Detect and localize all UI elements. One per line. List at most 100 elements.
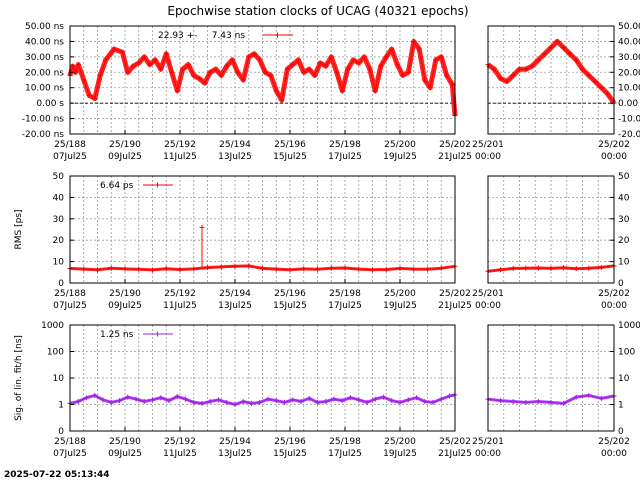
clock-data-point	[180, 66, 186, 72]
y-tick-label: 10	[53, 374, 65, 384]
clock-data-point	[185, 62, 191, 68]
clock-data-point	[136, 60, 142, 66]
x-tick-label: 25/202	[598, 437, 630, 447]
x-tick-sublabel: 21Jul25	[438, 301, 472, 311]
clock-data-point	[207, 69, 213, 75]
clock-data-point	[196, 75, 202, 81]
clock-data-point	[542, 51, 548, 57]
rms-data-point	[573, 266, 579, 272]
clock-data-point	[367, 66, 373, 72]
sig-data-point	[498, 398, 504, 404]
rms-data-point	[438, 265, 444, 271]
y-tick-label: 30.00 ns	[618, 53, 640, 63]
clock-data-point	[152, 57, 158, 63]
sig-data-point	[273, 398, 279, 404]
x-tick-label: 25/188	[54, 437, 86, 447]
y-tick-label: 50	[618, 172, 630, 182]
clock-data-point	[202, 80, 208, 86]
clock-data-point	[498, 75, 504, 81]
rms-data-point	[301, 266, 307, 272]
x-tick-sublabel: 13Jul25	[218, 449, 252, 459]
clock-data-point	[163, 51, 169, 57]
x-tick-label: 25/190	[109, 140, 141, 150]
sig-data-point	[100, 397, 106, 403]
sig-data-point	[133, 396, 139, 402]
y-tick-label: 20	[618, 236, 630, 246]
rms-data-point	[586, 265, 592, 271]
sig-data-point	[298, 398, 304, 404]
y-tick-label: 10.00 ns	[25, 84, 64, 94]
x-tick-label: 25/196	[274, 140, 306, 150]
x-tick-label: 25/202	[598, 289, 630, 299]
clock-data-point	[86, 92, 92, 98]
rms-data-point	[383, 267, 389, 273]
sig-data-point	[257, 399, 263, 405]
y-tick-label: 1	[618, 401, 624, 411]
x-tick-label: 25/194	[219, 140, 251, 150]
x-tick-sublabel: 07Jul25	[53, 449, 87, 459]
y-tick-label: 10	[618, 258, 630, 268]
clock-data-point	[81, 77, 87, 83]
x-tick-sublabel: 00:00	[601, 152, 627, 162]
sig-data-point	[389, 398, 395, 404]
clock-data-point	[235, 69, 241, 75]
clock-data-point	[246, 54, 252, 60]
rms-legend-marker	[155, 182, 160, 188]
clock-data-point	[605, 91, 611, 97]
clock-data-point	[312, 72, 318, 78]
clock-data-point	[323, 63, 329, 69]
clock-data-point	[147, 62, 153, 68]
x-tick-sublabel: 19Jul25	[383, 449, 417, 459]
x-tick-label: 25/194	[219, 437, 251, 447]
rms-data-point	[411, 266, 417, 272]
x-tick-label: 25/192	[164, 140, 196, 150]
sig-data-point	[339, 398, 345, 404]
x-tick-label: 25/192	[164, 289, 196, 299]
sig-data-point	[183, 396, 188, 402]
rms-main-frame	[69, 175, 456, 284]
clock-data-point	[92, 96, 98, 102]
rms-data-point	[510, 265, 516, 271]
clock-data-point	[284, 66, 290, 72]
y-tick-label: 0.00 s	[36, 99, 64, 109]
y-tick-label: 40	[53, 193, 65, 203]
sig-zoom-plot: 0 1 10 100 1000 25/201 00:00 25/202 00:00	[472, 321, 640, 459]
clock-legend-marker	[275, 32, 280, 38]
rms-data-point	[191, 266, 197, 272]
sig-data-point	[174, 394, 180, 400]
sig-data-point	[573, 394, 579, 400]
y-tick-label: 100	[618, 348, 635, 358]
panel-sig: 0110100100025/18807Jul2525/19009Jul2525/…	[14, 321, 640, 459]
rms-data-point	[122, 266, 128, 272]
clock-data-point	[586, 72, 592, 78]
x-tick-label: 25/190	[109, 289, 141, 299]
clock-data-point	[125, 69, 131, 75]
clock-data-point	[70, 63, 76, 69]
rms-data-point	[246, 263, 252, 269]
y-tick-label: 1000	[618, 321, 640, 331]
clock-data-point	[328, 54, 334, 60]
clock-data-point	[389, 46, 395, 52]
clock-data-point	[334, 69, 340, 75]
y-tick-label: -20.00 ns	[22, 130, 65, 140]
y-tick-label: 40.00 ns	[618, 37, 640, 47]
x-tick-label: 25/196	[274, 437, 306, 447]
clock-data-point	[400, 72, 406, 78]
clock-data-point	[517, 66, 522, 72]
clock-data-point	[317, 60, 323, 66]
sig-data-point	[523, 399, 529, 405]
clock-main-frame	[69, 25, 456, 135]
y-tick-label: 30.00 ns	[25, 53, 64, 63]
x-tick-label: 25/202	[439, 140, 471, 150]
clock-data-point	[444, 72, 450, 78]
x-tick-label: 25/200	[384, 289, 416, 299]
clock-data-point	[229, 57, 235, 63]
x-tick-label: 25/200	[384, 437, 416, 447]
x-tick-sublabel: 21Jul25	[438, 449, 472, 459]
clock-zoom-plot: -20.00 ns -10.00 ns 0.00 s 10.00 ns 20.00 ns…	[472, 22, 640, 162]
rms-data-point	[177, 267, 183, 273]
sig-data-point	[306, 395, 312, 401]
y-tick-label: 40.00 ns	[25, 37, 64, 47]
x-tick-sublabel: 19Jul25	[383, 301, 417, 311]
